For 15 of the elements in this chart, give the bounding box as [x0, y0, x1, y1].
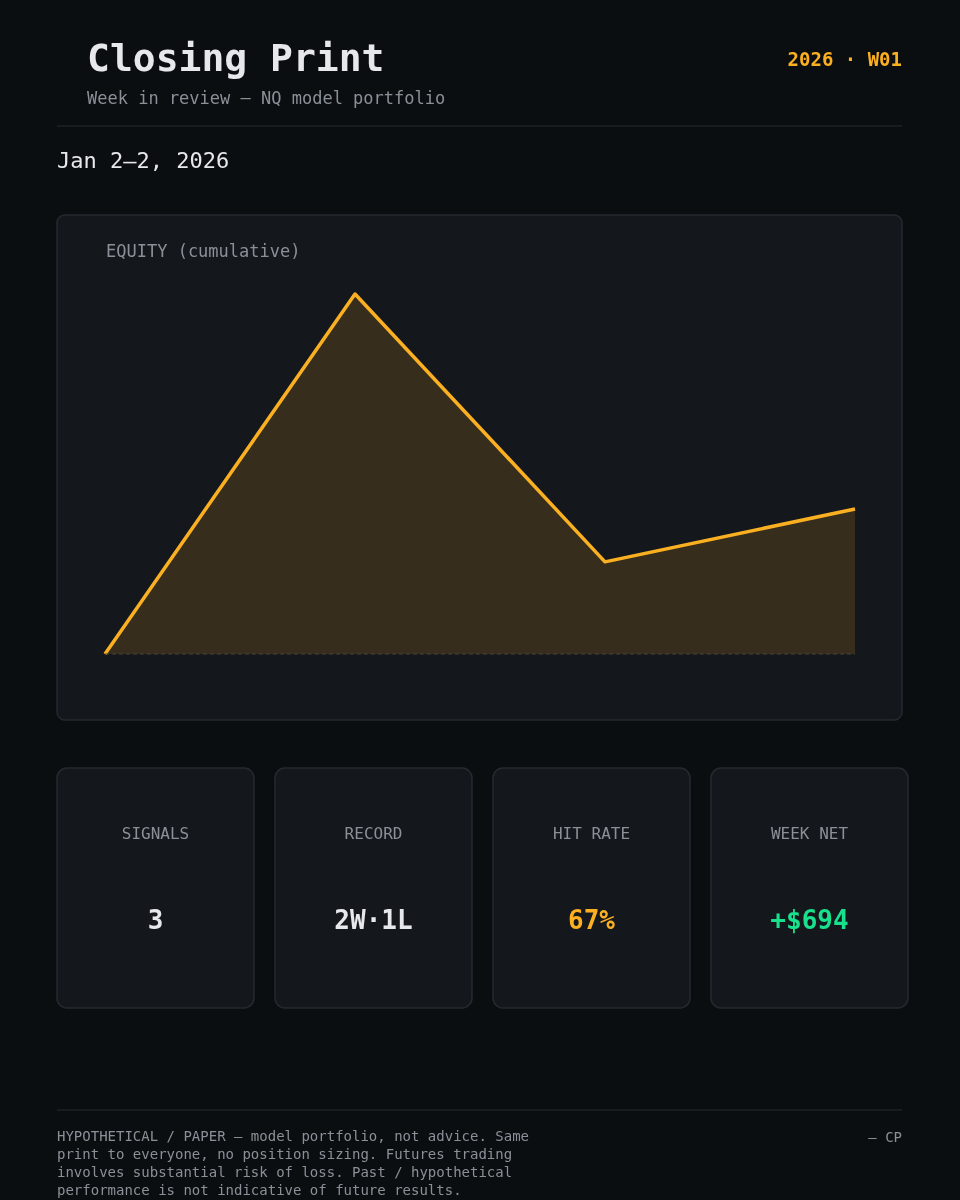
text: — CP	[868, 1129, 902, 1145]
text: EQUITY (cumulative)	[106, 241, 301, 261]
text: 2W·1L	[334, 905, 413, 935]
chart-title: Closing Print	[87, 36, 385, 80]
category-label: WEEK NET	[770, 824, 849, 843]
text: HYPOTHETICAL / PAPER — model portfolio, not advice. Same print to everyone, no position sizing. Futures trading involves substantial risk of loss. Past / hypothetical performance is not indicative of future results.	[57, 1128, 530, 1198]
text: 67%	[568, 905, 615, 935]
chart-subtitle: Week in review — NQ model portfolio	[87, 88, 446, 108]
category-label: HIT RATE	[552, 824, 631, 843]
text: Jan 2–2, 2026	[57, 148, 230, 173]
category-label: RECORD	[344, 824, 403, 843]
text: 2026 · W01	[787, 48, 902, 70]
text: 3	[147, 905, 164, 935]
category-label: SIGNALS	[121, 824, 190, 843]
text: +$694	[770, 905, 849, 935]
